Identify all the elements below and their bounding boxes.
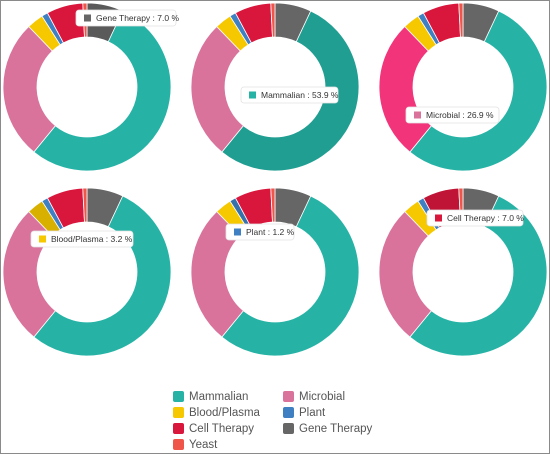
slice-mammalian[interactable] [33, 195, 172, 357]
legend-label: Blood/Plasma [189, 406, 260, 419]
tooltip: Gene Therapy : 7.0 % [75, 9, 179, 27]
donut-chart-3 [378, 2, 548, 172]
slice-mammalian[interactable] [409, 10, 548, 172]
legend-item-blood-plasma[interactable]: Blood/Plasma [173, 405, 283, 420]
donut-chart-4 [2, 187, 172, 357]
legend-label: Plant [299, 406, 326, 419]
legend: Mammalian Microbial Blood/Plasma Plant Cell … [173, 389, 403, 452]
tooltip: Microbial : 26.9 % [405, 106, 500, 124]
legend-label: Yeast [189, 438, 218, 451]
legend-item-plant[interactable]: Plant [283, 405, 393, 420]
tooltip-box [75, 9, 177, 27]
donut-charts-grid: Gene Therapy : 7.0 % Mammalian : 53.9 % Mi… [2, 2, 548, 357]
legend-item-yeast[interactable]: Yeast [173, 437, 283, 452]
legend-item-cell-therapy[interactable]: Cell Therapy [173, 421, 283, 436]
donut-chart-1 [2, 2, 172, 172]
tooltip-swatch [84, 14, 91, 22]
legend-swatch [283, 423, 294, 434]
legend-item-microbial[interactable]: Microbial [283, 389, 393, 404]
donut-chart-2 [190, 2, 360, 172]
tooltip-text: Blood/Plasma : 3.2 % [51, 234, 133, 244]
tooltip-text: Plant : 1.2 % [246, 227, 295, 237]
slice-mammalian[interactable] [33, 10, 172, 172]
tooltip-swatch [435, 214, 442, 222]
legend-label: Microbial [299, 390, 346, 403]
slice-mammalian[interactable] [409, 195, 548, 357]
tooltip-text: Cell Therapy : 7.0 % [447, 213, 524, 223]
slice-yeast[interactable] [270, 2, 276, 38]
tooltip-box [225, 223, 295, 241]
tooltip: Cell Therapy : 7.0 % [426, 209, 524, 227]
tooltip: Plant : 1.2 % [225, 223, 295, 241]
legend-swatch [173, 391, 184, 402]
legend-swatch [283, 391, 294, 402]
tooltip-swatch [249, 91, 256, 99]
tooltip-swatch [39, 235, 46, 243]
donut-chart-5 [190, 187, 360, 357]
slice-yeast[interactable] [82, 187, 88, 223]
legend-label: Gene Therapy [299, 422, 373, 435]
slice-yeast[interactable] [270, 187, 276, 223]
tooltip-box [426, 209, 524, 227]
tooltip: Blood/Plasma : 3.2 % [30, 230, 134, 248]
tooltip-box [30, 230, 134, 248]
slice-yeast[interactable] [458, 2, 464, 38]
donut-chart-6 [378, 187, 548, 357]
tooltip-text: Gene Therapy : 7.0 % [96, 13, 179, 23]
legend-swatch [173, 407, 184, 418]
tooltip-text: Mammalian : 53.9 % [261, 90, 339, 100]
tooltip-text: Microbial : 26.9 % [426, 110, 494, 120]
legend-item-gene-therapy[interactable]: Gene Therapy [283, 421, 393, 436]
tooltip-swatch [414, 111, 421, 119]
tooltip: Mammalian : 53.9 % [240, 86, 339, 104]
legend-swatch [173, 423, 184, 434]
legend-swatch [283, 407, 294, 418]
legend-label: Mammalian [189, 390, 249, 403]
tooltip-swatch [234, 228, 241, 236]
legend-label: Cell Therapy [189, 422, 254, 435]
tooltip-box [405, 106, 500, 124]
tooltip-box [240, 86, 339, 104]
legend-swatch [173, 439, 184, 450]
slice-mammalian[interactable] [221, 195, 360, 357]
legend-item-mammalian[interactable]: Mammalian [173, 389, 283, 404]
